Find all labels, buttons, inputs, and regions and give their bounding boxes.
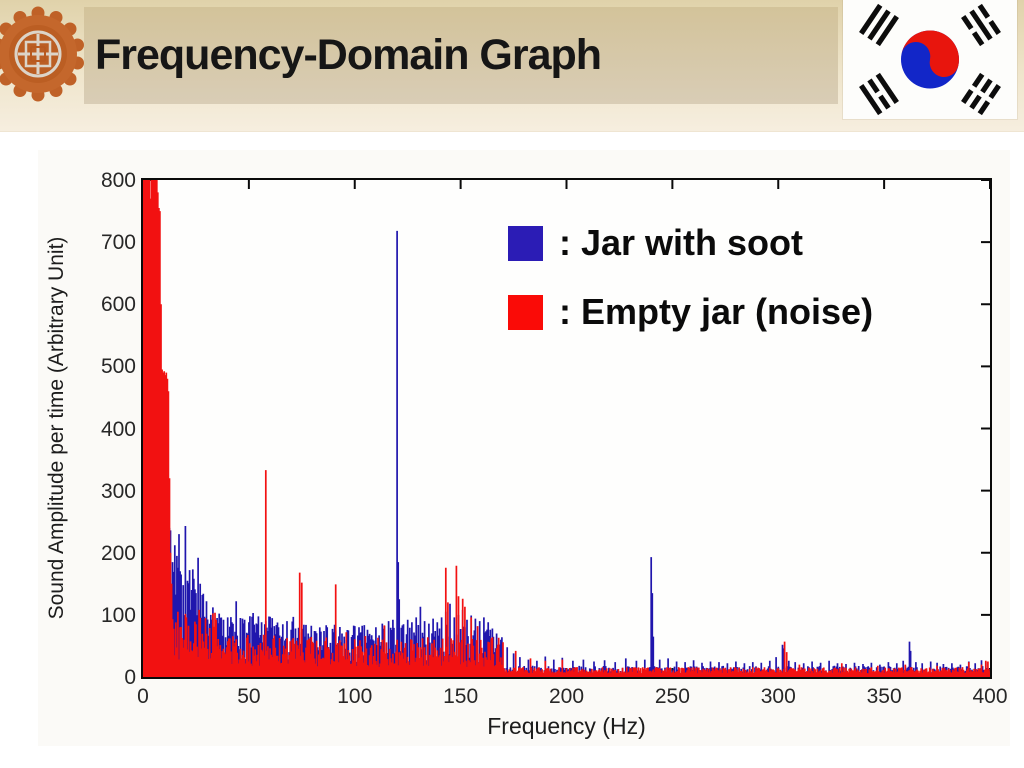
series-empty-jar-noise- [143, 180, 990, 677]
title-box: Frequency-Domain Graph [84, 7, 838, 104]
legend-label: : Empty jar (noise) [559, 291, 874, 332]
frequency-domain-chart: Frequency (Hz) Sound Amplitude per time … [0, 150, 1024, 750]
plot-area [141, 178, 992, 679]
y-tick-label: 400 [100, 417, 136, 441]
y-tick-label: 0 [124, 666, 136, 689]
legend-item-jar-with-soot: : Jar with soot [508, 222, 873, 264]
x-tick-label: 350 [866, 685, 902, 708]
x-tick-label: 250 [654, 685, 690, 708]
x-tick-label: 200 [548, 685, 585, 708]
y-tick-label: 700 [100, 231, 136, 255]
slide-title: Frequency-Domain Graph [95, 31, 602, 79]
x-axis-label: Frequency (Hz) [487, 713, 646, 739]
y-tick-label: 600 [100, 293, 136, 317]
y-tick-label: 200 [100, 541, 136, 565]
legend-swatch-blue [508, 225, 543, 261]
x-tick-label: 50 [237, 685, 261, 708]
south-korea-flag-icon [843, 0, 1017, 119]
x-tick-label: 400 [972, 685, 1008, 708]
legend-swatch-red [508, 294, 543, 330]
korean-medallion-icon [0, 6, 84, 102]
y-axis-label: Sound Amplitude per time (Arbitrary Unit… [45, 236, 68, 620]
x-tick-label: 0 [137, 685, 149, 708]
legend-label: : Jar with soot [559, 222, 804, 263]
y-tick-label: 500 [100, 355, 136, 379]
x-tick-label: 300 [760, 685, 796, 708]
y-tick-label: 800 [100, 169, 136, 192]
y-tick-label: 100 [100, 603, 136, 627]
x-tick-label: 150 [443, 685, 479, 708]
x-tick-label: 100 [337, 685, 373, 708]
legend-item-empty-jar: : Empty jar (noise) [508, 291, 873, 333]
chart-legend: : Jar with soot : Empty jar (noise) [508, 222, 873, 360]
spectrum-plot [143, 180, 990, 677]
y-tick-label: 300 [100, 479, 136, 503]
header-band: Frequency-Domain Graph [0, 0, 1024, 132]
